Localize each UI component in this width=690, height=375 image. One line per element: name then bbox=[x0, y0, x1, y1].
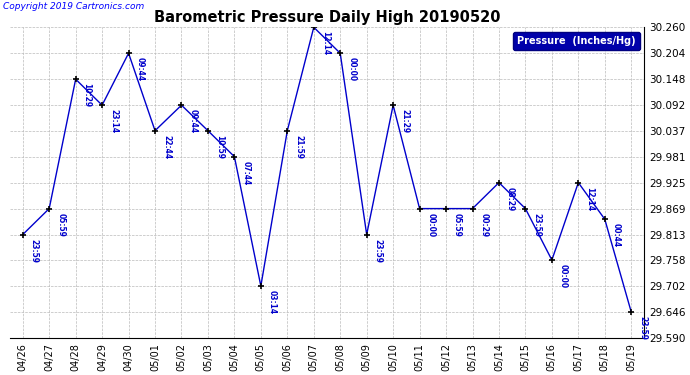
Text: 00:00: 00:00 bbox=[426, 213, 435, 237]
Text: Copyright 2019 Cartronics.com: Copyright 2019 Cartronics.com bbox=[3, 2, 144, 11]
Text: 12:14: 12:14 bbox=[321, 32, 330, 56]
Title: Barometric Pressure Daily High 20190520: Barometric Pressure Daily High 20190520 bbox=[154, 10, 500, 25]
Text: 00:00: 00:00 bbox=[559, 264, 568, 288]
Text: 09:44: 09:44 bbox=[188, 110, 197, 134]
Text: 00:00: 00:00 bbox=[347, 57, 356, 81]
Text: 12:14: 12:14 bbox=[585, 187, 594, 211]
Text: 23:59: 23:59 bbox=[30, 239, 39, 263]
Text: 00:44: 00:44 bbox=[612, 224, 621, 248]
Text: 05:59: 05:59 bbox=[453, 213, 462, 237]
Text: 09:44: 09:44 bbox=[135, 57, 144, 81]
Text: 23:59: 23:59 bbox=[533, 213, 542, 237]
Text: 21:29: 21:29 bbox=[400, 110, 409, 134]
Text: 23:14: 23:14 bbox=[109, 110, 118, 134]
Text: 00:29: 00:29 bbox=[480, 213, 489, 237]
Text: 03:14: 03:14 bbox=[268, 290, 277, 314]
Text: 10:29: 10:29 bbox=[83, 83, 92, 108]
Text: 23:59: 23:59 bbox=[638, 316, 647, 340]
Text: 08:29: 08:29 bbox=[506, 187, 515, 211]
Text: 23:59: 23:59 bbox=[373, 239, 383, 263]
Legend: Pressure  (Inches/Hg): Pressure (Inches/Hg) bbox=[513, 32, 640, 50]
Text: 07:44: 07:44 bbox=[241, 161, 250, 185]
Text: 05:59: 05:59 bbox=[56, 213, 65, 237]
Text: 22:44: 22:44 bbox=[162, 135, 171, 159]
Text: 21:59: 21:59 bbox=[294, 135, 303, 159]
Text: 10:59: 10:59 bbox=[215, 135, 224, 159]
